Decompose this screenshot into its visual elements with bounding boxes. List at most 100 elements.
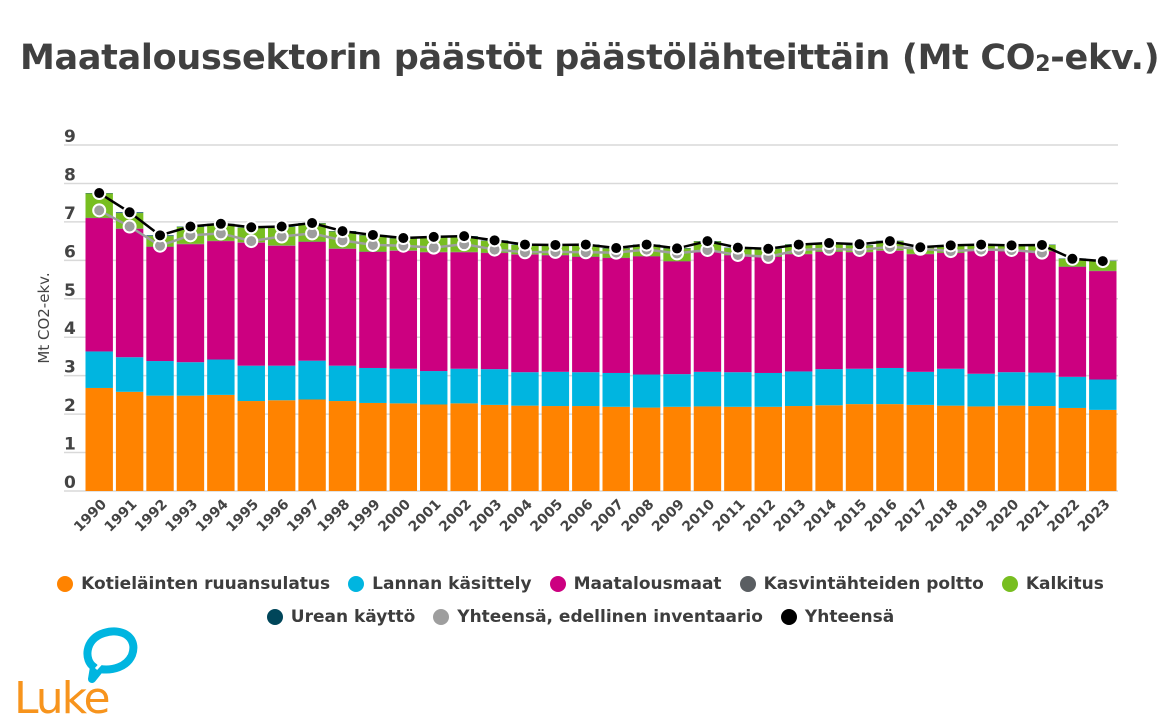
bar-segment <box>693 406 722 491</box>
y-tick-label: 8 <box>64 165 76 185</box>
x-tick-label: 1999 <box>345 497 384 536</box>
legend-item[interactable]: Maatalousmaat <box>549 574 722 594</box>
bar-segment <box>724 406 752 491</box>
bar-segment <box>1089 271 1117 380</box>
bar-segment <box>815 251 843 370</box>
legend-item[interactable]: Yhteensä <box>780 607 894 627</box>
bar-segment <box>632 374 661 408</box>
bar-segment <box>541 406 570 491</box>
data-point <box>1065 251 1080 266</box>
x-tick-label: 2021 <box>1014 497 1053 536</box>
bar-segment <box>1028 372 1056 407</box>
bar-segment <box>663 261 691 375</box>
data-point <box>92 203 107 218</box>
bar-segment <box>602 406 630 491</box>
bar-segment <box>845 252 874 369</box>
legend-swatch-icon <box>266 609 283 625</box>
bar-segment <box>85 351 113 388</box>
x-tick-label: 2005 <box>527 497 566 536</box>
x-tick-label: 1991 <box>102 497 141 536</box>
legend-swatch-icon <box>549 576 566 592</box>
data-point <box>700 234 715 249</box>
bar-segment <box>328 365 357 402</box>
bar-segment <box>724 255 752 373</box>
x-tick-label: 2008 <box>619 497 658 536</box>
luke-logo: Luke <box>14 627 138 717</box>
legend-swatch-icon <box>348 576 365 592</box>
bar-segment <box>876 404 904 491</box>
legend-row-1: Kotieläinten ruuansulatus Lannan käsittel… <box>0 574 1161 594</box>
legend-item[interactable]: Yhteensä, edellinen inventaario <box>433 607 763 627</box>
data-point <box>1004 238 1019 253</box>
bar-segment <box>450 252 478 369</box>
x-tick-label: 2009 <box>649 497 688 536</box>
bar-segment <box>146 395 174 491</box>
data-point <box>92 186 107 201</box>
legend: Kotieläinten ruuansulatus Lannan käsittel… <box>0 574 1161 640</box>
data-point <box>244 234 259 249</box>
data-point <box>335 224 350 239</box>
data-point <box>730 240 745 255</box>
bar-segment <box>420 371 448 405</box>
bar-segment <box>115 391 144 491</box>
x-tick-label: 1990 <box>71 496 110 535</box>
x-tick-label: 2015 <box>831 497 870 536</box>
bar-segment <box>602 372 630 407</box>
data-point <box>305 216 320 231</box>
bar-segment <box>541 371 570 407</box>
data-point <box>639 237 654 252</box>
x-tick-label: 2022 <box>1044 497 1083 536</box>
bar-segment <box>784 406 813 491</box>
bar-segment <box>176 395 205 491</box>
bar-segment <box>845 404 874 491</box>
bar-segment <box>906 254 935 372</box>
bar-segment <box>784 254 813 372</box>
bar-segment <box>693 371 722 407</box>
bar-segment <box>541 255 570 372</box>
x-tick-label: 2010 <box>679 496 718 535</box>
data-point <box>365 227 380 242</box>
data-point <box>1095 254 1110 269</box>
data-point <box>122 219 137 234</box>
data-point <box>487 233 502 248</box>
bar-segment <box>602 258 630 373</box>
y-tick-label: 5 <box>64 281 76 301</box>
bar-segment <box>359 367 387 403</box>
data-point <box>791 237 806 252</box>
legend-item[interactable]: Urean käyttö <box>266 607 416 627</box>
bar-segment <box>328 248 357 366</box>
bar-segment <box>1089 409 1117 491</box>
legend-label: Kalkitus <box>1025 574 1104 594</box>
legend-item[interactable]: Lannan käsittely <box>348 574 532 594</box>
bar-segment <box>146 361 174 396</box>
legend-label: Urean käyttö <box>290 607 416 627</box>
y-tick-label: 4 <box>64 319 76 339</box>
bar-segment <box>967 373 995 407</box>
legend-label: Kotieläinten ruuansulatus <box>81 574 331 594</box>
bar-segment <box>967 250 995 374</box>
legend-item[interactable]: Kalkitus <box>1001 574 1104 594</box>
data-point <box>183 219 198 234</box>
x-tick-label: 1997 <box>284 497 323 536</box>
legend-item[interactable]: Kasvintähteiden poltto <box>739 574 984 594</box>
bar-segment <box>572 406 600 491</box>
y-tick-label: 1 <box>64 435 76 455</box>
x-tick-label: 2006 <box>558 497 597 536</box>
x-tick-label: 2011 <box>710 497 749 536</box>
bar-segment <box>815 405 843 491</box>
x-tick-label: 2023 <box>1075 497 1114 536</box>
bar-segment <box>237 242 265 366</box>
bar-segment <box>754 372 782 407</box>
bar-segment <box>1058 376 1087 408</box>
legend-item[interactable]: Kotieläinten ruuansulatus <box>57 574 330 594</box>
bar-segment <box>632 256 661 375</box>
legend-swatch-icon <box>1001 576 1018 592</box>
bar-segment <box>115 228 144 358</box>
bar-segment <box>207 241 235 360</box>
bar-segment <box>724 372 752 407</box>
bar-segment <box>207 359 235 395</box>
bar-segment <box>997 372 1026 406</box>
bar-segment <box>237 401 265 491</box>
bar-segment <box>572 256 600 373</box>
y-tick-label: 9 <box>64 127 76 147</box>
